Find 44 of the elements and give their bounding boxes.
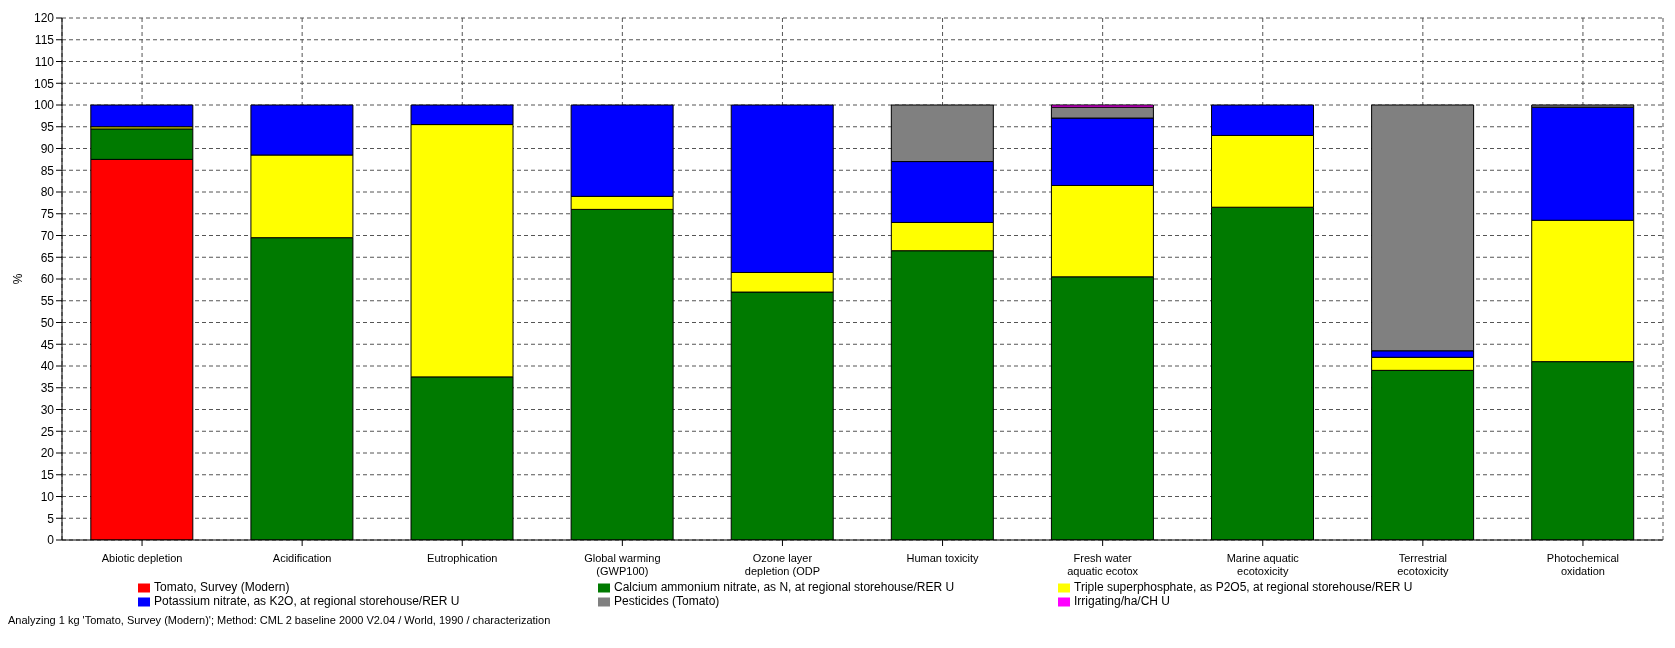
- x-tick-label: Photochemical oxidation: [1546, 552, 1620, 577]
- x-tick-label: Global warming (GWP100): [584, 552, 661, 577]
- y-tick-label: 100: [33, 98, 55, 113]
- y-tick-label: 95: [40, 120, 55, 135]
- y-tick-label: 65: [40, 250, 55, 265]
- y-tick-label: 120: [33, 11, 55, 26]
- y-tick-label: 50: [40, 315, 55, 330]
- x-tick-label: Acidification: [272, 552, 332, 564]
- x-tick-label: Terrestrial ecotoxicity: [1397, 552, 1450, 577]
- x-tick-label: Fresh water aquatic ecotox: [1067, 552, 1139, 577]
- x-tick-label: Eutrophication: [427, 552, 498, 564]
- x-tick-label: Human toxicity: [906, 552, 980, 564]
- y-tick-label: 70: [40, 228, 55, 243]
- y-tick-label: 30: [40, 402, 55, 417]
- legend-label: Pesticides (Tomato): [614, 594, 720, 608]
- y-tick-label: 25: [40, 424, 55, 439]
- x-tick-label: Abiotic depletion: [101, 552, 183, 564]
- y-tick-label: 10: [40, 489, 55, 504]
- y-tick-label: 20: [40, 446, 55, 461]
- bar: [90, 104, 194, 128]
- y-tick-label: 35: [40, 381, 55, 396]
- x-tick-label: Ozone layer depletion (ODP: [744, 552, 821, 577]
- legend-label: Potassium nitrate, as K2O, at regional storehouse/RER U: [154, 594, 460, 608]
- y-tick-label: 40: [40, 359, 55, 374]
- x-tick-label: Marine aquatic ecotoxicity: [1226, 552, 1300, 577]
- text: Analyzing 1 kg 'Tomato, Survey (Modern)'; Method: CML 2 baseline 2000 V2.04 / World, 1990 / characterization: [8, 614, 552, 626]
- legend-label: Irrigating/ha/CH U: [1074, 594, 1171, 608]
- y-tick-label: 45: [40, 337, 55, 352]
- y-tick-label: 110: [34, 54, 55, 69]
- legend-label: Tomato, Survey (Modern): [154, 580, 290, 594]
- y-tick-label: 60: [40, 272, 55, 287]
- y-tick-label: 55: [40, 294, 55, 309]
- y-tick-label: 5: [47, 511, 55, 526]
- y-tick-label: 80: [40, 185, 55, 200]
- y-tick-label: 75: [40, 207, 55, 222]
- y-tick-label: 115: [34, 33, 55, 48]
- y-tick-label: 90: [40, 141, 55, 156]
- y-tick-label: 85: [40, 163, 55, 178]
- y-axis-title: %: [11, 273, 25, 285]
- legend-label: Calcium ammonium nitrate, as N, at regional storehouse/RER U: [614, 580, 955, 594]
- y-tick-label: 0: [47, 533, 55, 548]
- y-tick-label: 15: [40, 468, 55, 483]
- y-tick-label: 105: [33, 76, 55, 91]
- legend-label: Triple superphosphate, as P2O5, at regional storehouse/RER U: [1074, 580, 1413, 594]
